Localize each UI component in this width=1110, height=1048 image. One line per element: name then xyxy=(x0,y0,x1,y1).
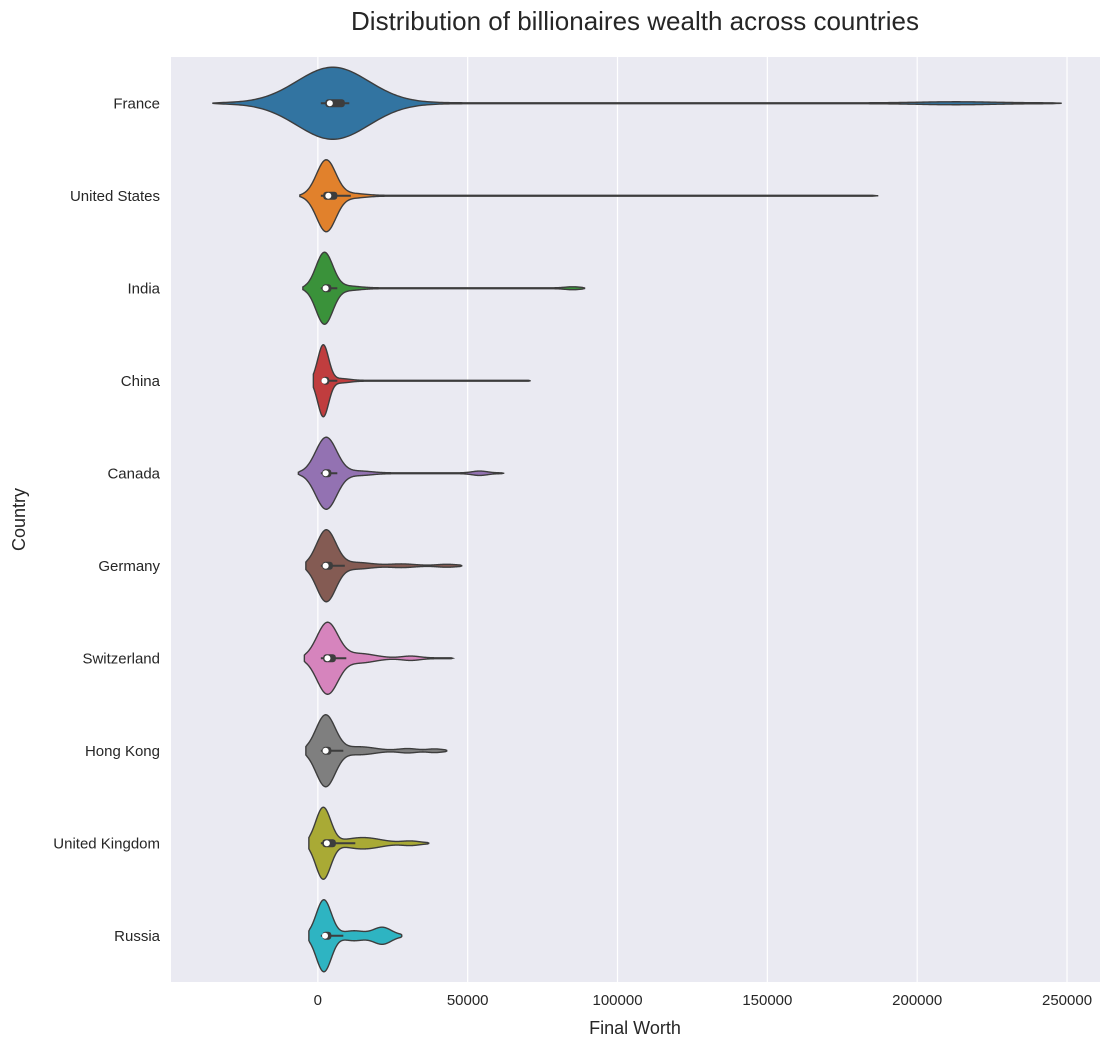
y-tick-label: France xyxy=(113,95,160,112)
x-tick-label: 200000 xyxy=(892,992,942,1009)
violin-body xyxy=(312,344,531,418)
violin-body xyxy=(308,899,403,973)
violin-india xyxy=(302,251,586,325)
violin-canada xyxy=(297,436,505,510)
violin-body xyxy=(305,714,448,788)
x-axis-title: Final Worth xyxy=(589,1018,681,1038)
y-axis-title: Country xyxy=(9,488,29,551)
x-tick-label: 50000 xyxy=(447,992,489,1009)
y-tick-label: India xyxy=(127,280,160,297)
violin-median xyxy=(325,192,332,199)
x-tick-label: 0 xyxy=(314,992,322,1009)
violin-median xyxy=(323,840,330,847)
violin-france xyxy=(212,66,1062,140)
violin-median xyxy=(322,932,329,939)
violin-switzerland xyxy=(303,621,456,695)
y-tick-label: Switzerland xyxy=(82,650,160,667)
violin-russia xyxy=(308,899,403,973)
y-tick-label: Russia xyxy=(114,928,161,945)
violin-median xyxy=(324,655,331,662)
violin-body xyxy=(303,621,456,695)
violin-hong-kong xyxy=(305,714,448,788)
y-tick-label: United States xyxy=(70,188,160,205)
violin-body xyxy=(305,529,463,603)
violin-united-kingdom xyxy=(308,806,430,880)
violin-median xyxy=(322,747,329,754)
violin-body xyxy=(308,806,430,880)
chart-title: Distribution of billionaires wealth acro… xyxy=(351,6,919,36)
y-tick-label: Hong Kong xyxy=(85,743,160,760)
violin-median xyxy=(321,377,328,384)
violin-median xyxy=(326,100,333,107)
violin-body xyxy=(302,251,586,325)
y-tick-label: Germany xyxy=(98,558,160,575)
y-tick-label: United Kingdom xyxy=(53,835,160,852)
y-tick-labels: France United States India China Canada Germa… xyxy=(53,95,160,945)
x-tick-labels: 0 50000 100000 150000 200000 250000 xyxy=(314,992,1092,1009)
violin-body xyxy=(299,159,879,233)
violin-median xyxy=(322,470,329,477)
x-tick-label: 150000 xyxy=(742,992,792,1009)
violin-china xyxy=(312,344,531,418)
violins xyxy=(212,66,1062,973)
y-tick-label: Canada xyxy=(107,465,160,482)
violin-median xyxy=(322,285,329,292)
x-tick-label: 100000 xyxy=(592,992,642,1009)
violin-united-states xyxy=(299,159,879,233)
violin-median xyxy=(322,562,329,569)
violin-germany xyxy=(305,529,463,603)
violin-body xyxy=(297,436,505,510)
y-tick-label: China xyxy=(121,373,161,390)
x-tick-label: 250000 xyxy=(1042,992,1092,1009)
violin-body xyxy=(212,66,1062,140)
